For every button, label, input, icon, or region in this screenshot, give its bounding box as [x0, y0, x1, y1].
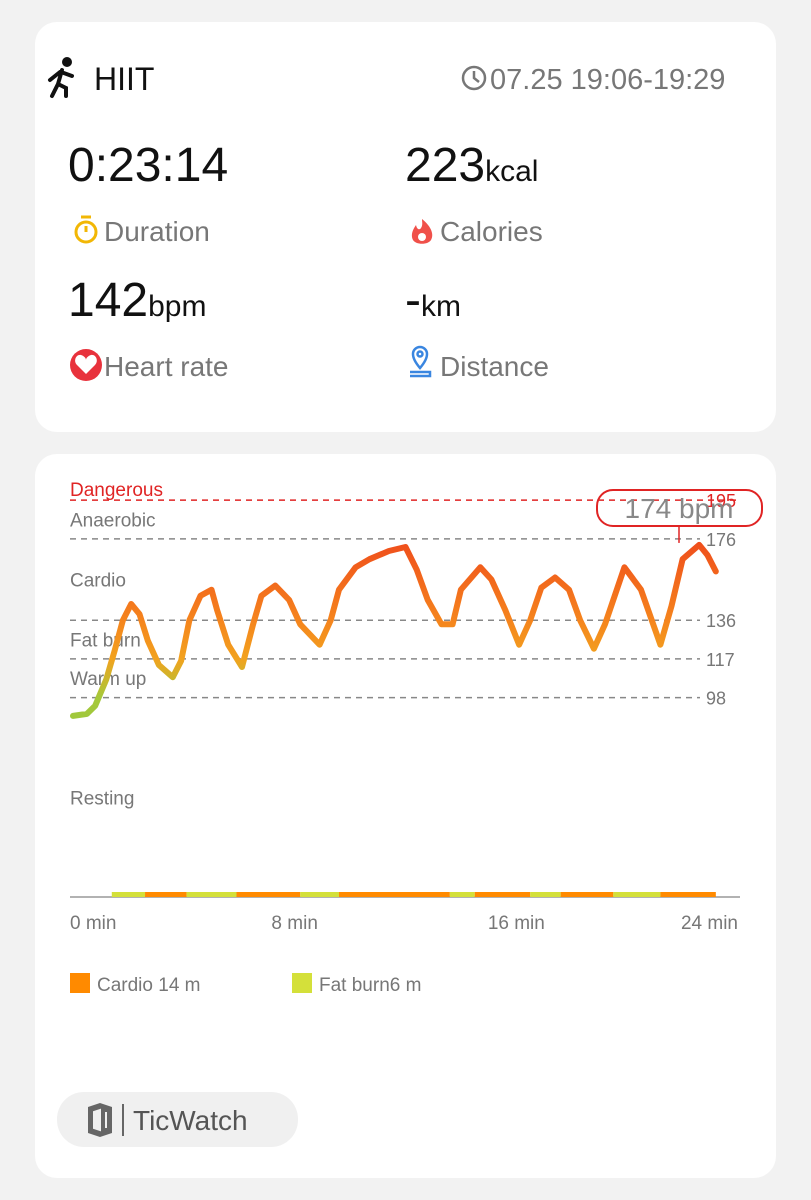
calories-label: Calories	[440, 216, 543, 247]
x-tick-label: 24 min	[681, 913, 738, 934]
zone-strip-segment	[474, 892, 531, 897]
y-tick-label: 176	[706, 530, 736, 550]
summary-card	[35, 22, 776, 432]
duration-label: Duration	[104, 216, 210, 247]
legend-label: Fat burn6 m	[319, 975, 421, 996]
callout-text: 174 bpm	[625, 493, 734, 524]
heart-rate-number: 142	[68, 274, 148, 327]
zone-strip-segment	[339, 892, 450, 897]
zone-strip-segment	[449, 892, 475, 897]
distance-unit: km	[421, 290, 461, 323]
time-range: 07.25 19:06-19:29	[490, 64, 725, 96]
zone-strip-segment	[530, 892, 561, 897]
location-icon	[410, 345, 432, 378]
duration-value: 0:23:14	[68, 139, 228, 192]
zone-strip-segment	[236, 892, 301, 897]
runner-icon	[48, 57, 74, 98]
distance-number: -	[405, 274, 421, 327]
heart-icon	[70, 349, 102, 381]
clock-icon	[461, 65, 487, 91]
zone-label: Cardio	[70, 571, 126, 592]
timer-icon	[74, 215, 98, 244]
brand-name: TicWatch	[133, 1105, 248, 1136]
calories-value: 223kcal	[405, 139, 538, 192]
activity: HIIT	[94, 61, 154, 97]
x-tick-label: 8 min	[271, 913, 317, 934]
distance-label: Distance	[440, 351, 549, 382]
y-tick-label: 117	[706, 650, 735, 670]
heart-rate-unit: bpm	[148, 290, 206, 323]
brand-logo	[88, 1103, 124, 1137]
zone-strip-segment	[186, 892, 237, 897]
calories-number: 223	[405, 139, 485, 192]
brand-button[interactable]	[57, 1092, 298, 1147]
calories-unit: kcal	[485, 155, 538, 188]
zone-label: Anaerobic	[70, 511, 156, 532]
zone-strip-segment	[111, 892, 146, 897]
heart-rate-label: Heart rate	[104, 351, 229, 382]
zone-label: Resting	[70, 788, 134, 809]
zone-strip-segment	[300, 892, 339, 897]
heart-rate-value: 142bpm	[68, 274, 206, 327]
x-tick-label: 0 min	[70, 913, 116, 934]
legend-swatch	[70, 973, 90, 993]
y-tick-label: 136	[706, 611, 736, 631]
zone-label: Fat burn	[70, 631, 141, 652]
x-tick-label: 16 min	[488, 913, 545, 934]
heart-rate-line	[70, 541, 719, 719]
callout-box	[596, 489, 763, 527]
y-tick-label: 98	[706, 689, 726, 709]
legend-swatch	[292, 973, 312, 993]
legend-label: Cardio 14 m	[97, 975, 201, 996]
zone-strip-segment	[145, 892, 187, 897]
flame-icon	[411, 219, 433, 244]
zone-label: Dangerous	[70, 480, 163, 501]
distance-value: -km	[405, 274, 461, 327]
zone-strip-segment	[613, 892, 661, 897]
zone-strip-segment	[660, 892, 716, 897]
chart-card	[35, 454, 776, 1178]
y-tick-label: 195	[706, 491, 736, 511]
zone-strip-segment	[560, 892, 614, 897]
